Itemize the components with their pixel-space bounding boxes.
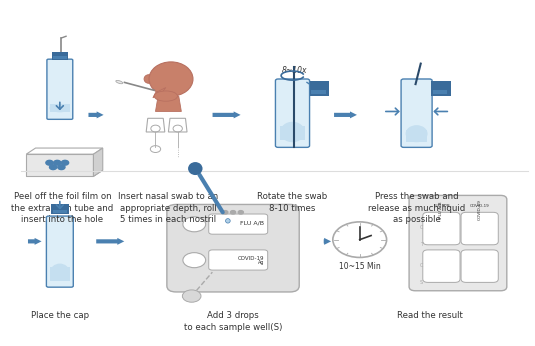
Polygon shape [156,96,181,111]
Bar [280,126,305,139]
Text: Press the swab and
release as much liquid
as possible: Press the swab and release as much liqui… [368,192,465,225]
Ellipse shape [280,122,305,142]
FancyBboxPatch shape [47,59,73,119]
Text: COVID-19: COVID-19 [238,256,264,261]
Bar [50,104,70,112]
Bar [311,90,326,94]
Text: FLU A/B: FLU A/B [439,201,444,218]
Polygon shape [26,154,94,176]
Text: Peel off the foil film on
the extraction tube and
insert into the hole: Peel off the foil film on the extraction… [11,192,113,225]
FancyBboxPatch shape [209,214,268,234]
Text: Add 3 drops
to each sample well(S): Add 3 drops to each sample well(S) [184,311,282,332]
Ellipse shape [154,91,178,101]
Ellipse shape [50,104,70,112]
Ellipse shape [226,219,230,223]
FancyBboxPatch shape [276,79,310,147]
Text: S: S [420,280,423,285]
Text: 10~15 Min: 10~15 Min [339,262,380,271]
FancyBboxPatch shape [423,250,460,282]
Text: COVID-19: COVID-19 [470,204,490,208]
FancyBboxPatch shape [461,212,498,245]
Bar [433,90,447,94]
Bar [50,267,70,281]
Text: T: T [420,242,423,247]
Circle shape [54,160,61,165]
Circle shape [58,165,65,170]
Ellipse shape [149,62,193,96]
Text: Insert nasal swab to an
appropriate depth, roll
5 times in each nostril: Insert nasal swab to an appropriate dept… [118,192,218,225]
FancyBboxPatch shape [461,250,498,282]
Bar [310,81,329,96]
Text: Ag: Ag [257,261,264,265]
Text: FLU A/B: FLU A/B [433,204,449,208]
Text: C: C [420,263,423,268]
Polygon shape [26,148,103,154]
Text: Place the cap: Place the cap [31,311,89,320]
Ellipse shape [144,75,154,83]
FancyBboxPatch shape [167,204,299,292]
Circle shape [231,211,235,214]
FancyBboxPatch shape [423,212,460,245]
Circle shape [183,217,205,232]
Circle shape [223,211,228,214]
Bar [53,210,66,213]
Polygon shape [94,148,103,176]
Bar [53,56,66,59]
Polygon shape [26,170,103,176]
Text: C: C [420,225,423,230]
Text: FLU A/B: FLU A/B [240,220,264,225]
Bar [51,204,68,214]
FancyBboxPatch shape [47,216,73,287]
Text: Read the result: Read the result [396,311,462,320]
Ellipse shape [406,125,427,142]
Bar [51,52,68,60]
Ellipse shape [50,264,70,281]
FancyBboxPatch shape [209,250,268,270]
Circle shape [62,160,68,165]
Circle shape [182,290,201,302]
FancyBboxPatch shape [401,79,432,147]
Circle shape [46,160,53,165]
Text: COVID-19: COVID-19 [478,199,482,220]
Bar [431,81,450,96]
Text: Rotate the swab
8-10 times: Rotate the swab 8-10 times [257,192,327,212]
Ellipse shape [116,80,123,84]
Circle shape [183,253,205,268]
Ellipse shape [188,162,203,175]
Circle shape [50,165,57,170]
FancyBboxPatch shape [409,195,507,291]
Circle shape [333,222,387,257]
Bar [406,130,427,142]
Circle shape [238,211,243,214]
Text: 8~10x: 8~10x [282,66,308,75]
Polygon shape [153,88,166,98]
